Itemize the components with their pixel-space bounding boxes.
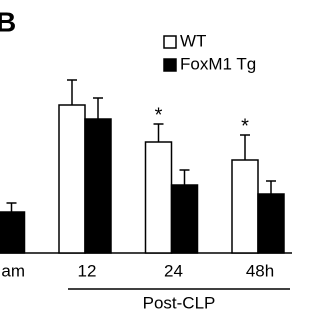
legend-swatch: [163, 58, 177, 72]
x-tick-label: 12: [78, 261, 97, 280]
x-tick-label: 48h: [246, 261, 274, 280]
bar: [58, 104, 86, 254]
legend-label: WT: [180, 31, 206, 50]
annotation: *: [155, 104, 163, 126]
panel-label: B: [0, 6, 16, 37]
group-label: Post-CLP: [143, 293, 216, 312]
legend-label: FoxM1 Tg: [180, 54, 256, 73]
bar: [84, 118, 112, 254]
x-tick-label: am: [1, 261, 25, 280]
legend-swatch: [163, 35, 177, 49]
bar: [0, 211, 26, 254]
annotation: *: [241, 115, 249, 137]
bar: [231, 159, 259, 254]
bar: [144, 141, 173, 254]
bar: [170, 184, 199, 254]
x-tick-label: 24: [164, 261, 183, 280]
bar: [257, 193, 285, 254]
